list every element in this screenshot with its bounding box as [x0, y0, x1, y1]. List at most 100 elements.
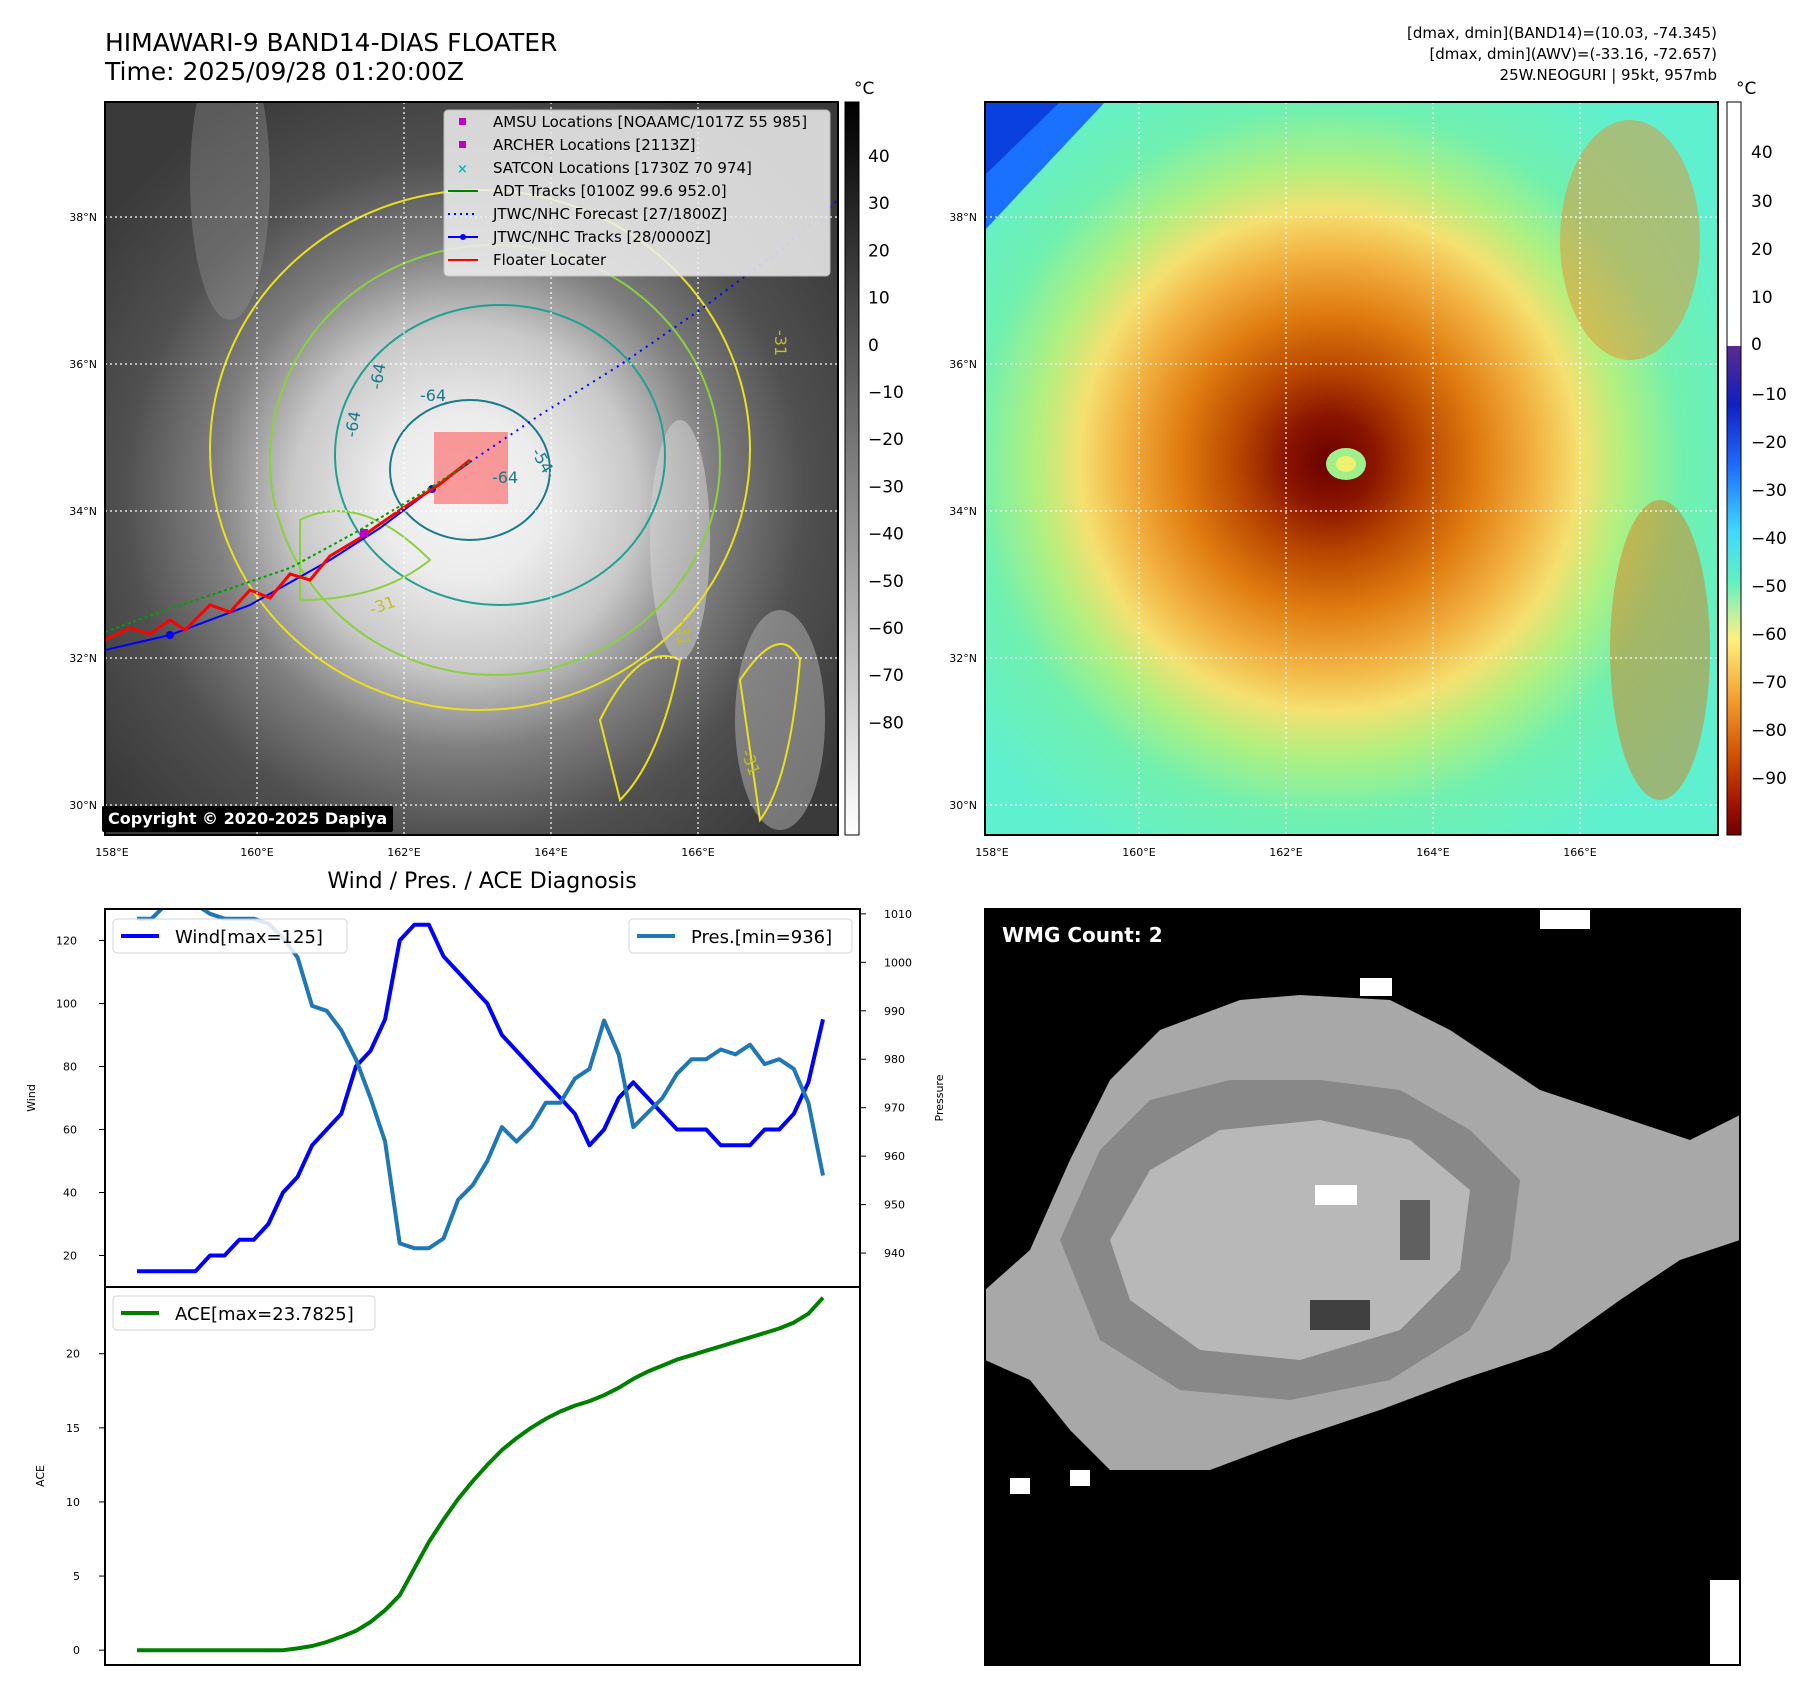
- colorbar-tick: −60: [868, 619, 904, 639]
- pressure-ytick: 960: [884, 1150, 905, 1163]
- wind-axis-label: Wind: [25, 1084, 38, 1112]
- lat-tick: 38°N: [949, 211, 977, 224]
- ir-lat-ticks: 38°N 36°N 34°N 32°N 30°N: [69, 211, 97, 812]
- colorbar-tick: 20: [1751, 240, 1773, 260]
- ace-legend-label: ACE[max=23.7825]: [175, 1304, 354, 1325]
- contour-arc: [299, 510, 432, 602]
- awv-lon-ticks: 158°E 160°E 162°E 164°E 166°E: [975, 846, 1596, 859]
- ace-legend: ACE[max=23.7825]: [112, 1295, 376, 1331]
- legend-item-forecast: JTWC/NHC Forecast [27/1800Z]: [492, 205, 727, 223]
- wind-legend-label: Wind[max=125]: [175, 927, 323, 948]
- lon-tick: 160°E: [1122, 846, 1155, 859]
- lat-tick: 30°N: [949, 799, 977, 812]
- ace-ytick: 15: [66, 1422, 80, 1435]
- contour-label: -64: [420, 386, 446, 405]
- wind-ytick-group: 120 100 80 60 40 20: [56, 935, 105, 1263]
- wind-ytick: 100: [56, 998, 77, 1011]
- legend-item-tracks: JTWC/NHC Tracks [28/0000Z]: [492, 228, 711, 246]
- contour-label: -64: [341, 410, 364, 439]
- colorbar-tick: 40: [1751, 143, 1773, 163]
- contour-arc: [738, 643, 802, 823]
- ir-map-panel: -64 -64 -64 -64 -54 -31 -31 -31 -31 AMSU…: [69, 101, 839, 859]
- lon-tick: 166°E: [1563, 846, 1596, 859]
- pressure-ytick: 940: [884, 1247, 905, 1260]
- colorbar-tick: −40: [868, 525, 904, 545]
- legend-item-adt: ADT Tracks [0100Z 99.6 952.0]: [493, 182, 727, 200]
- awv-lat-ticks: 38°N 36°N 34°N 32°N 30°N: [949, 211, 977, 812]
- legend-item-amsu: AMSU Locations [NOAAMC/1017Z 55 985]: [493, 113, 807, 131]
- contour-label: -64: [366, 362, 389, 391]
- wmg-gap: [1070, 1470, 1090, 1486]
- colorbar-tick: −20: [1751, 433, 1787, 453]
- lon-tick: 164°E: [534, 846, 567, 859]
- jtwc-track-point: [166, 631, 174, 639]
- colorbar-tick: −20: [868, 430, 904, 450]
- colorbar-tick: −30: [1751, 481, 1787, 501]
- info-awv: [dmax, dmin](AWV)=(-33.16, -72.657): [1429, 45, 1717, 63]
- wmg-gap: [1360, 978, 1392, 996]
- pressure-ytick: 1000: [884, 956, 912, 969]
- wmg-frame: [984, 908, 1741, 1666]
- ace-axis-label: ACE: [34, 1465, 47, 1487]
- colorbar-tick: 30: [1751, 192, 1773, 212]
- lat-tick: 36°N: [949, 358, 977, 371]
- wmg-gap: [1010, 1478, 1030, 1494]
- floater-track-line: [105, 458, 471, 642]
- colorbar-tick: −10: [868, 383, 904, 403]
- colorbar-tick: 0: [868, 336, 879, 356]
- copyright-label: Copyright © 2020-2025 Dapiya: [102, 806, 394, 832]
- colorbar-tick: −60: [1751, 625, 1787, 645]
- contour-label: -64: [492, 468, 518, 487]
- ace-ytick: 20: [66, 1348, 80, 1361]
- ir-colorbar: °C 40 30 20 10 0 −10 −20 −30 −40 −50 −60 −70 −80: [844, 79, 904, 836]
- wmg-count-label: WMG Count: 2: [994, 919, 1171, 951]
- wind-series-line: [137, 922, 825, 1274]
- pressure-legend: Pres.[min=936]: [628, 918, 853, 954]
- colorbar-tick: −10: [1751, 385, 1787, 405]
- colorbar-tick: 10: [868, 289, 890, 309]
- colorbar-tick-group: 40 30 20 10 0 −10 −20 −30 −40 −50 −60 −70 −80: [868, 147, 904, 733]
- wind-ytick: 40: [63, 1187, 77, 1200]
- legend-marker-square: [459, 118, 466, 125]
- floater-box: [434, 432, 508, 504]
- colorbar-unit: °C: [854, 79, 874, 99]
- wind-ytick: 60: [63, 1124, 77, 1137]
- contour-label-group: -64 -64 -64 -64 -54 -31 -31 -31 -31: [341, 330, 790, 778]
- lon-tick: 164°E: [1416, 846, 1449, 859]
- colorbar-gradient: [1727, 346, 1741, 835]
- legend-box: [112, 1295, 376, 1331]
- ace-ytick-group: 20 15 10 5 0: [66, 1348, 105, 1657]
- pressure-ytick: 1010: [884, 908, 912, 921]
- wind-legend: Wind[max=125]: [112, 918, 348, 954]
- awv-map-panel: 38°N 36°N 34°N 32°N 30°N 158°E 160°E 162…: [949, 101, 1719, 859]
- lon-tick: 160°E: [240, 846, 273, 859]
- legend-marker-dot: [460, 234, 466, 240]
- awv-map-frame: [984, 101, 1719, 836]
- colorbar-frame: [1726, 101, 1742, 836]
- lat-tick: 32°N: [949, 652, 977, 665]
- colorbar-tick: −80: [868, 713, 904, 733]
- lat-tick: 38°N: [69, 211, 97, 224]
- ace-series-line: [137, 1296, 825, 1653]
- lat-tick: 30°N: [69, 799, 97, 812]
- lat-tick: 34°N: [69, 505, 97, 518]
- wind-chart-frame: [104, 908, 861, 1288]
- info-band14: [dmax, dmin](BAND14)=(10.03, -74.345): [1407, 24, 1717, 42]
- ace-chart: 20 15 10 5 0 ACE ACE[max=23.7825]: [34, 1286, 861, 1666]
- colorbar-tick: 30: [868, 194, 890, 214]
- lat-tick: 32°N: [69, 652, 97, 665]
- legend-box: [628, 918, 853, 954]
- archer-marker: [360, 529, 368, 537]
- ir-lon-ticks: 158°E 160°E 162°E 164°E 166°E: [95, 846, 714, 859]
- lat-tick: 34°N: [949, 505, 977, 518]
- cloud-band: [735, 610, 825, 830]
- lon-tick: 162°E: [387, 846, 420, 859]
- awv-colorbar: °C 40 30 20 10 0 −10 −20 −30 −40 −50 −60 −70 −80 −90: [1726, 79, 1787, 836]
- colorbar-tick: 20: [868, 241, 890, 261]
- cloud-band: [190, 102, 270, 320]
- wind-ytick: 20: [63, 1250, 77, 1263]
- lon-tick: 162°E: [1269, 846, 1302, 859]
- colorbar-unit: °C: [1736, 79, 1756, 99]
- contour-label: -31: [674, 620, 693, 646]
